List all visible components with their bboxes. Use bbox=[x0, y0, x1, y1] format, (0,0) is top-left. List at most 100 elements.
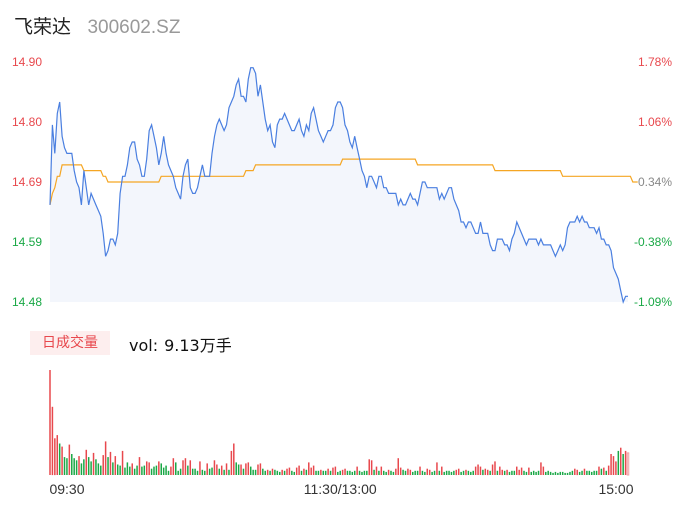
volume-bar bbox=[528, 467, 530, 475]
volume-bar bbox=[274, 469, 276, 476]
volume-bar bbox=[470, 471, 472, 475]
volume-bar bbox=[590, 471, 593, 475]
volume-bar bbox=[264, 470, 266, 475]
volume-bar bbox=[540, 462, 542, 475]
volume-bar bbox=[559, 471, 562, 475]
volume-bar bbox=[501, 469, 503, 476]
volume-bar bbox=[322, 470, 325, 475]
volume-bar bbox=[300, 470, 303, 475]
volume-bar bbox=[496, 470, 499, 475]
price-tick-label: 14.90 bbox=[12, 55, 42, 69]
price-panel: 14.90 1.78% 14.80 1.06% 14.69 0.34% 14.59 -0.38… bbox=[12, 55, 672, 309]
volume-bar bbox=[513, 470, 516, 475]
volume-bar bbox=[51, 406, 54, 476]
volume-bar bbox=[249, 466, 252, 475]
volume-bar bbox=[578, 471, 581, 475]
volume-bar bbox=[545, 471, 547, 475]
volume-bar bbox=[387, 469, 390, 476]
percent-tick-label: 1.78% bbox=[638, 55, 672, 69]
volume-bar bbox=[409, 469, 412, 476]
volume-bar bbox=[100, 465, 102, 475]
volume-bar bbox=[378, 470, 380, 475]
volume-bar bbox=[170, 466, 172, 475]
volume-bar bbox=[474, 466, 477, 475]
volume-bar bbox=[206, 463, 208, 475]
volume-bar bbox=[184, 458, 187, 475]
volume-bar bbox=[245, 463, 247, 475]
volume-bar bbox=[397, 458, 399, 475]
volume-bar bbox=[90, 461, 92, 475]
volume-bar bbox=[266, 469, 269, 476]
volume-bar bbox=[262, 468, 264, 475]
volume-bar bbox=[71, 454, 73, 475]
volume-bar bbox=[310, 467, 312, 475]
volume-bar bbox=[312, 465, 315, 475]
volume-bar bbox=[329, 470, 332, 475]
volume-bar bbox=[153, 466, 155, 475]
volume-bar bbox=[499, 466, 501, 475]
volume-bar bbox=[155, 465, 158, 475]
volume-bar bbox=[162, 467, 165, 475]
volume-bar bbox=[254, 469, 257, 476]
volume-bar bbox=[204, 470, 206, 475]
volume-bar bbox=[520, 467, 523, 475]
volume-bar bbox=[600, 468, 603, 475]
volume-bar bbox=[191, 468, 194, 475]
volume-bar bbox=[220, 465, 223, 475]
volume-bar bbox=[102, 455, 104, 475]
percent-tick-label: -1.09% bbox=[634, 295, 672, 309]
volume-bar bbox=[194, 468, 196, 475]
volume-bar bbox=[593, 470, 595, 475]
volume-bar bbox=[58, 443, 61, 475]
percent-tick-label: 1.06% bbox=[638, 115, 672, 129]
volume-bar bbox=[583, 468, 586, 475]
volume-readout-label: vol: bbox=[129, 336, 159, 355]
volume-tab[interactable]: 日成交量 bbox=[30, 331, 110, 355]
volume-bar bbox=[366, 470, 368, 475]
volume-bar bbox=[196, 470, 199, 475]
price-tick-label: 14.59 bbox=[12, 235, 42, 249]
volume-bar bbox=[112, 462, 114, 475]
price-tick-label: 14.80 bbox=[12, 115, 42, 129]
volume-bar bbox=[588, 470, 591, 475]
volume-bar bbox=[412, 471, 414, 475]
volume-bar bbox=[133, 468, 136, 475]
volume-panel bbox=[49, 370, 630, 476]
volume-bar bbox=[489, 470, 491, 475]
volume-bar bbox=[460, 471, 462, 475]
volume-bar bbox=[201, 469, 204, 476]
volume-bar bbox=[83, 459, 85, 476]
volume-bar bbox=[581, 470, 583, 475]
volume-bar bbox=[424, 471, 426, 475]
volume-bar bbox=[603, 467, 605, 475]
volume-bar bbox=[66, 458, 68, 475]
volume-bar bbox=[535, 471, 537, 475]
price-tick-label: 14.48 bbox=[12, 295, 42, 309]
price-area-fill bbox=[50, 67, 628, 302]
volume-bar bbox=[259, 463, 262, 475]
volume-bar bbox=[370, 460, 373, 475]
volume-bar bbox=[327, 468, 329, 475]
time-tick-label: 11:30/13:00 bbox=[304, 481, 377, 497]
volume-bar bbox=[126, 462, 129, 475]
volume-bar bbox=[230, 450, 233, 475]
volume-bar bbox=[189, 460, 192, 475]
volume-bar bbox=[283, 470, 286, 475]
volume-bar bbox=[317, 470, 320, 475]
volume-bar bbox=[165, 465, 167, 475]
volume-bar bbox=[320, 469, 322, 476]
volume-bar bbox=[428, 469, 431, 476]
volume-bar bbox=[390, 470, 392, 475]
volume-bar bbox=[586, 470, 588, 475]
volume-bar bbox=[63, 457, 66, 475]
volume-bar bbox=[532, 470, 535, 475]
volume-bar bbox=[339, 470, 341, 475]
volume-bar bbox=[187, 465, 189, 475]
volume-bar bbox=[554, 471, 557, 475]
volume-bar bbox=[199, 461, 201, 475]
volume-bar bbox=[308, 462, 310, 475]
volume-bar bbox=[252, 469, 254, 476]
volume-bar bbox=[445, 470, 448, 475]
volume-bar bbox=[247, 462, 250, 475]
volume-bar bbox=[438, 470, 441, 475]
